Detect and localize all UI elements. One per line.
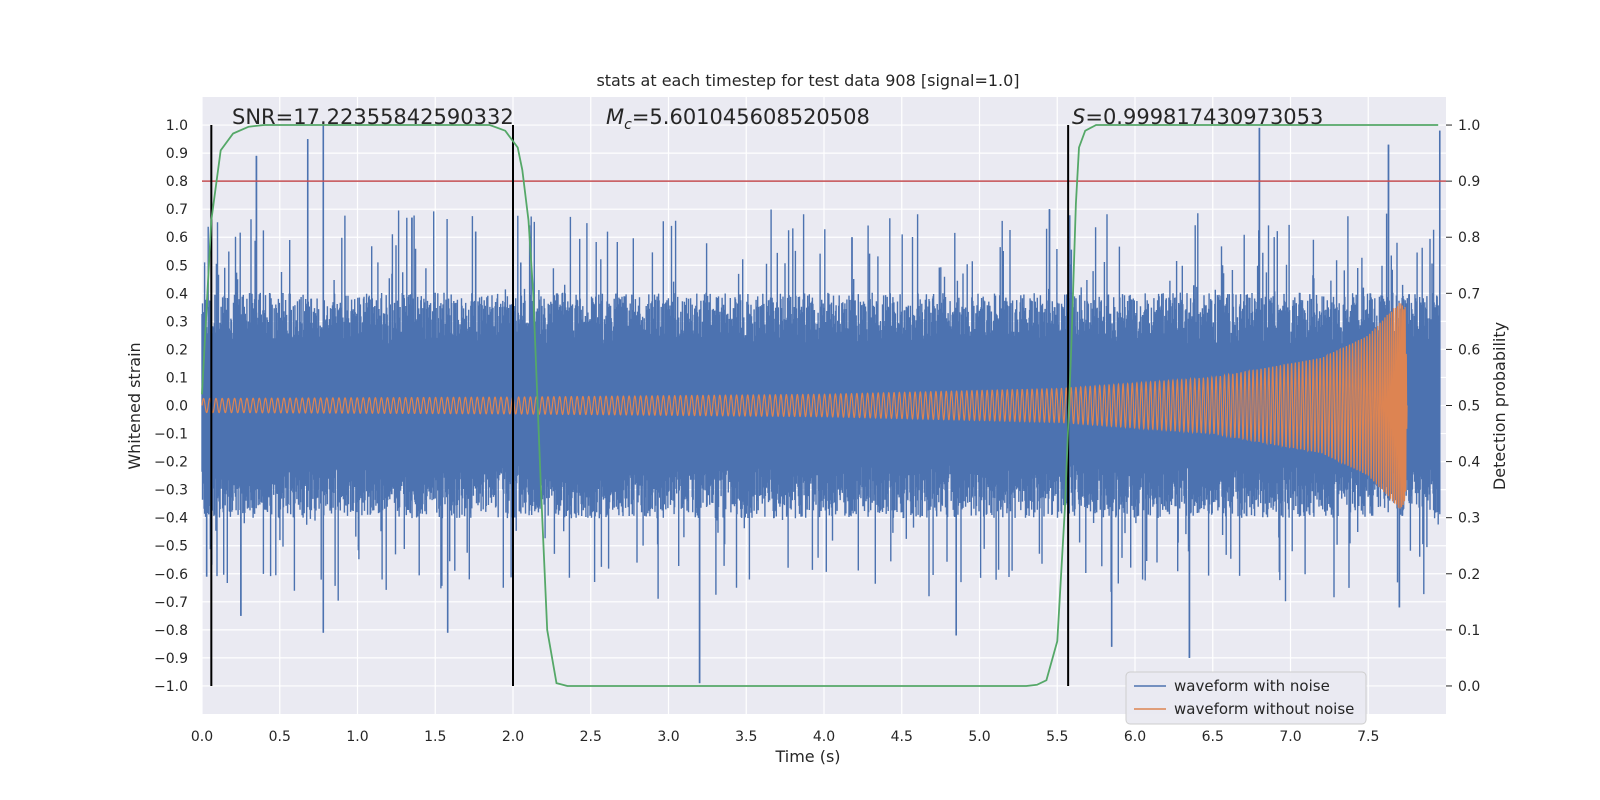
y2-tick-10: 0.0 xyxy=(1458,679,1480,695)
y-tick-0: 1.0 xyxy=(166,118,188,134)
y-tick-20: −1.0 xyxy=(154,679,188,695)
y2-tick-0: 1.0 xyxy=(1458,118,1480,134)
y2-tick-1: 0.9 xyxy=(1458,174,1480,190)
probability-trace xyxy=(201,124,1439,687)
s-annotation: S=0.999817430973053 xyxy=(1072,105,1323,129)
y-tick-3: 0.7 xyxy=(166,202,188,218)
y-tick-5: 0.5 xyxy=(166,258,188,274)
y-tick-7: 0.3 xyxy=(166,314,188,330)
x-tick-12: 6.0 xyxy=(1124,729,1146,745)
x-tick-9: 4.5 xyxy=(891,729,913,745)
x-tick-2: 1.0 xyxy=(346,729,368,745)
y-tick-1: 0.9 xyxy=(166,146,188,162)
legend-label-clean: waveform without noise xyxy=(1174,700,1354,718)
y-tick-11: −0.1 xyxy=(154,427,188,443)
x-tick-8: 4.0 xyxy=(813,729,835,745)
chirp-mass-subscript: c xyxy=(624,117,632,133)
y-tick-9: 0.1 xyxy=(166,370,188,386)
y-tick-14: −0.4 xyxy=(154,511,188,527)
y-tick-12: −0.2 xyxy=(154,455,188,471)
chirp-mass-annotation: Mc=5.601045608520508 xyxy=(606,105,870,133)
legend-label-noise: waveform with noise xyxy=(1174,677,1330,695)
y2-tick-8: 0.2 xyxy=(1458,567,1480,583)
legend-box xyxy=(1125,671,1367,725)
y2-tick-6: 0.4 xyxy=(1458,455,1480,471)
chart-title: stats at each timestep for test data 908… xyxy=(596,71,1019,90)
x-tick-7: 3.5 xyxy=(735,729,757,745)
x-tick-4: 2.0 xyxy=(502,729,524,745)
x-tick-labels: 0.0 0.5 1.0 1.5 2.0 2.5 3.0 3.5 4.0 4.5 5.0 5.5 6.0 6… xyxy=(191,729,1380,745)
y-tick-6: 0.4 xyxy=(166,286,188,302)
x-tick-10: 5.0 xyxy=(968,729,990,745)
y2-tick-4: 0.6 xyxy=(1458,342,1480,358)
chirp-mass-symbol: M xyxy=(606,105,624,129)
y-tick-16: −0.6 xyxy=(154,567,188,583)
s-symbol: S xyxy=(1072,105,1085,129)
y-tick-10: 0.0 xyxy=(166,399,188,415)
clean-trace xyxy=(201,302,1408,509)
chirp-mass-value: =5.601045608520508 xyxy=(632,105,870,129)
x-tick-1: 0.5 xyxy=(269,729,291,745)
y2-tick-3: 0.7 xyxy=(1458,286,1480,302)
y-tick-17: −0.7 xyxy=(154,595,188,611)
y2-axis-label: Detection probability xyxy=(1490,322,1509,490)
y-tick-labels: 1.0 0.9 0.8 0.7 0.6 0.5 0.4 0.3 0.2 0.1 0.0 −0.1 −0.… xyxy=(154,118,188,695)
y-tick-13: −0.3 xyxy=(154,483,188,499)
snr-annotation: SNR=17.22355842590332 xyxy=(232,105,514,129)
x-tick-5: 2.5 xyxy=(580,729,602,745)
y-tick-4: 0.6 xyxy=(166,230,188,246)
y-axis-label: Whitened strain xyxy=(125,342,144,469)
y2-tick-2: 0.8 xyxy=(1458,230,1480,246)
s-value: =0.999817430973053 xyxy=(1085,105,1323,129)
y-tick-8: 0.2 xyxy=(166,342,188,358)
x-tick-15: 7.5 xyxy=(1357,729,1379,745)
y2-tick-7: 0.3 xyxy=(1458,511,1480,527)
x-tick-3: 1.5 xyxy=(424,729,446,745)
legend: waveform with noise waveform without noi… xyxy=(1125,671,1367,725)
y2-tick-labels: 1.0 0.9 0.8 0.7 0.6 0.5 0.4 0.3 0.2 0.1 0.0 xyxy=(1446,118,1480,695)
x-tick-14: 7.0 xyxy=(1279,729,1301,745)
y-tick-18: −0.8 xyxy=(154,623,188,639)
series-detection-probability xyxy=(201,124,1439,687)
x-tick-13: 6.5 xyxy=(1202,729,1224,745)
y-tick-19: −0.9 xyxy=(154,651,188,667)
series-waveform-without-noise xyxy=(201,302,1408,509)
y2-tick-5: 0.5 xyxy=(1458,399,1480,415)
x-tick-11: 5.5 xyxy=(1046,729,1068,745)
y-tick-2: 0.8 xyxy=(166,174,188,190)
x-axis-label: Time (s) xyxy=(774,747,840,766)
x-tick-6: 3.0 xyxy=(657,729,679,745)
y2-tick-9: 0.1 xyxy=(1458,623,1480,639)
x-tick-0: 0.0 xyxy=(191,729,213,745)
y-tick-15: −0.5 xyxy=(154,539,188,555)
